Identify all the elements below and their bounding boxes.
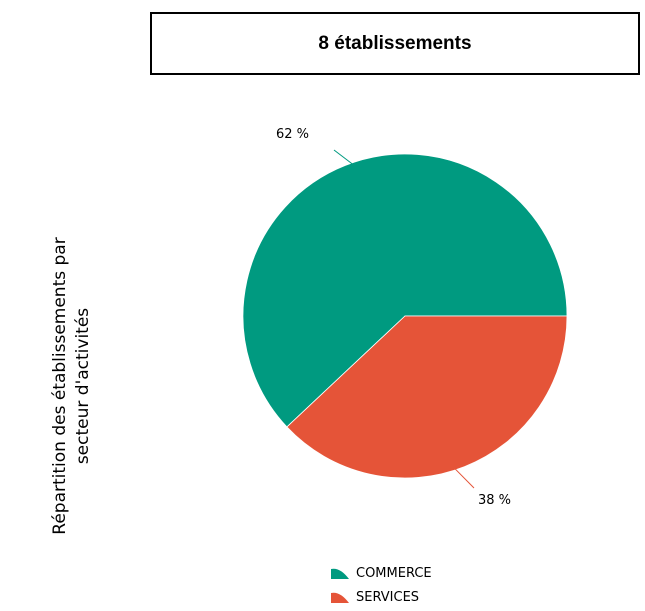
chart-title: 8 établissements — [318, 32, 472, 54]
legend: COMMERCE SERVICES — [330, 561, 432, 609]
leader-line-services — [454, 467, 475, 489]
slice-label-commerce: 62 % — [276, 127, 309, 142]
pie-slices — [242, 153, 568, 479]
legend-swatch-services — [331, 592, 349, 603]
legend-swatch-commerce — [331, 568, 349, 579]
pie-slice-commerce — [242, 153, 568, 428]
slice-label-services: 38 % — [478, 493, 511, 508]
chart-title-box: 8 établissements — [150, 12, 640, 75]
legend-item-commerce: COMMERCE — [330, 561, 432, 585]
leader-line-commerce — [333, 149, 354, 166]
legend-label-commerce: COMMERCE — [356, 565, 432, 581]
leader-lines — [333, 149, 475, 489]
slice-labels: 62 % 38 % — [276, 127, 511, 508]
legend-label-services: SERVICES — [356, 589, 420, 605]
pie-slice-services — [286, 315, 568, 479]
legend-item-services: SERVICES — [330, 585, 432, 609]
